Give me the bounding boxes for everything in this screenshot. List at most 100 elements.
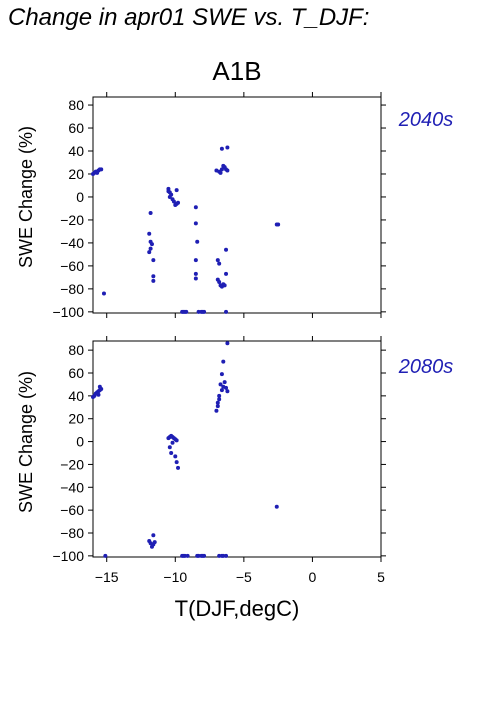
data-point xyxy=(173,203,178,207)
y-tick-label: −20 xyxy=(60,212,84,228)
data-point xyxy=(193,258,198,263)
y-tick-label: 60 xyxy=(68,120,84,136)
y-axis-label-2040s: SWE Change (%) xyxy=(16,126,36,268)
data-point xyxy=(221,553,226,558)
y-tick-label: 80 xyxy=(68,97,84,113)
data-point xyxy=(148,211,153,216)
data-point xyxy=(224,553,229,558)
data-point xyxy=(218,382,223,387)
y-tick-label: 20 xyxy=(68,411,84,427)
data-point xyxy=(276,222,281,227)
y-tick-label: −60 xyxy=(60,502,84,518)
data-point xyxy=(151,274,156,279)
data-point xyxy=(97,384,102,389)
data-point xyxy=(103,553,108,558)
data-point xyxy=(219,388,224,393)
panel-2080s: 80 60 40 20 0 −20 −40 −60 −80 −100 −15 −10 −5 0 5 2080… xyxy=(16,336,453,585)
data-point xyxy=(225,341,230,346)
data-point xyxy=(202,553,207,558)
data-point xyxy=(225,168,230,173)
data-point xyxy=(224,309,229,314)
data-point xyxy=(224,247,229,252)
y-tick-label: −80 xyxy=(60,525,84,541)
data-point xyxy=(195,239,200,244)
data-point xyxy=(176,200,181,205)
data-point xyxy=(217,553,222,558)
data-point xyxy=(101,291,106,296)
y-tick-label: −100 xyxy=(52,304,84,320)
x-tick-label: −10 xyxy=(163,569,187,585)
data-point xyxy=(182,553,187,558)
data-point xyxy=(174,188,179,193)
data-point xyxy=(274,504,279,509)
data-point xyxy=(99,167,104,172)
data-point xyxy=(147,231,152,236)
data-point xyxy=(174,438,179,443)
axis-ticks-2080s: 80 60 40 20 0 −20 −40 −60 −80 −100 −15 −10 −5 0 5 xyxy=(52,336,386,585)
y-tick-label: −60 xyxy=(60,258,84,274)
data-points-2080s xyxy=(91,341,279,558)
data-point xyxy=(149,242,154,247)
plot-frame-2040s xyxy=(92,96,382,314)
data-point xyxy=(147,250,152,255)
data-point xyxy=(218,170,223,175)
data-point xyxy=(202,309,207,314)
x-tick-label: 5 xyxy=(377,569,385,585)
data-point xyxy=(152,540,157,545)
data-point xyxy=(171,199,176,204)
data-point xyxy=(148,246,153,251)
x-tick-label: 0 xyxy=(309,569,317,585)
data-points-2040s xyxy=(91,145,281,314)
data-point xyxy=(174,460,179,465)
data-point xyxy=(96,392,101,397)
data-point xyxy=(169,451,174,455)
data-point xyxy=(193,221,198,226)
data-point xyxy=(222,283,227,288)
data-point xyxy=(167,445,172,450)
data-point xyxy=(217,261,222,266)
data-point xyxy=(219,167,224,172)
y-tick-label: 0 xyxy=(76,189,84,205)
y-axis-label-2080s: SWE Change (%) xyxy=(16,371,36,513)
data-point xyxy=(224,385,229,390)
data-point xyxy=(217,393,222,398)
data-point xyxy=(215,258,220,263)
data-point xyxy=(184,309,189,314)
data-point xyxy=(214,408,219,413)
data-point xyxy=(221,359,226,364)
panel-2040s: 80 60 40 20 0 −20 −40 −60 −80 −100 2040s SWE Chan… xyxy=(16,92,453,320)
data-point xyxy=(151,258,156,263)
page-title: Change in apr01 SWE vs. T_DJF: xyxy=(8,4,370,31)
data-point xyxy=(173,454,178,459)
y-tick-label: −40 xyxy=(60,235,84,251)
y-tick-label: 40 xyxy=(68,143,84,159)
data-point xyxy=(151,533,156,538)
data-point xyxy=(151,278,156,283)
x-tick-label: −5 xyxy=(236,569,252,585)
data-point xyxy=(217,279,222,284)
y-tick-label: 60 xyxy=(68,365,84,381)
period-label-2040s: 2040s xyxy=(398,109,454,131)
data-point xyxy=(217,397,222,402)
data-point xyxy=(219,146,224,151)
data-point xyxy=(215,404,220,409)
period-label-2080s: 2080s xyxy=(398,356,454,378)
data-point xyxy=(224,271,229,276)
data-point xyxy=(219,372,224,377)
data-point xyxy=(215,400,220,405)
y-tick-label: 80 xyxy=(68,342,84,358)
data-point xyxy=(176,465,181,470)
x-axis-label: T(DJF,degC) xyxy=(175,596,300,621)
data-point xyxy=(167,194,172,199)
y-tick-label: −100 xyxy=(52,548,84,564)
data-point xyxy=(193,276,198,281)
plot-frame-2080s xyxy=(92,340,382,558)
data-point xyxy=(196,309,201,314)
data-point xyxy=(185,553,190,558)
data-point xyxy=(196,553,201,558)
y-tick-label: −80 xyxy=(60,281,84,297)
y-tick-label: 0 xyxy=(76,434,84,450)
data-point xyxy=(225,389,230,394)
axis-ticks-2040s: 80 60 40 20 0 −20 −40 −60 −80 −100 xyxy=(52,92,386,320)
